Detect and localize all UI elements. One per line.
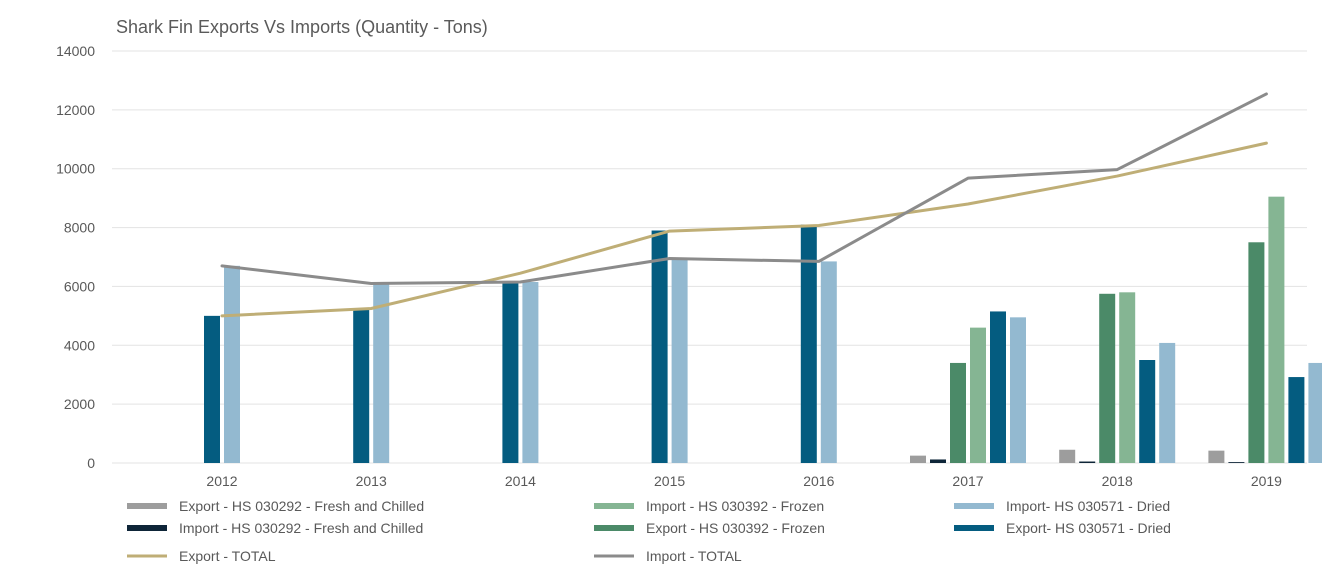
legend-swatch-bar: [954, 503, 994, 509]
legend-swatch-bar: [594, 525, 634, 531]
bar-2012-series-5: [224, 265, 240, 463]
total-lines: [220, 92, 1268, 318]
bars: [204, 196, 1322, 463]
y-axis-ticks: 0 2000 4000 6000 8000 10000 12000 14000: [56, 43, 95, 471]
bar-2018-series-5: [1159, 342, 1176, 463]
bar-2017-series-1: [930, 459, 946, 463]
y-tick-label: 0: [87, 455, 95, 471]
bar-2014-series-4: [502, 282, 519, 463]
bar-2018-series-1: [1079, 461, 1096, 463]
y-tick-label: 10000: [56, 161, 95, 177]
legend-swatch-bar: [127, 525, 167, 531]
bar-2013-series-4: [353, 308, 370, 463]
legend-item: Import - HS 030292 - Fresh and Chilled: [127, 520, 423, 536]
bar-2019-series-3: [1268, 196, 1285, 463]
legend-item: Export- HS 030571 - Dried: [954, 520, 1171, 536]
x-tick-label: 2014: [505, 473, 536, 489]
legend-label: Export - HS 030392 - Frozen: [646, 520, 825, 536]
y-tick-label: 4000: [64, 337, 95, 353]
bar-2019-series-1: [1228, 462, 1245, 463]
bar-2016-series-5: [820, 261, 837, 463]
line-export-total: [220, 141, 1268, 318]
x-tick-label: 2013: [356, 473, 387, 489]
bar-2017-series-5: [1010, 317, 1026, 463]
bar-2012-series-4: [204, 315, 220, 463]
bar-2018-series-4: [1139, 360, 1156, 463]
y-tick-label: 14000: [56, 43, 95, 59]
chart-title: Shark Fin Exports Vs Imports (Quantity -…: [116, 17, 488, 37]
legend-item: Import - TOTAL: [594, 548, 742, 564]
legend-item: Export - TOTAL: [127, 548, 276, 564]
bar-2017-series-3: [970, 327, 986, 463]
y-tick-label: 6000: [64, 278, 95, 294]
bar-2017-series-0: [910, 455, 926, 463]
y-tick-label: 8000: [64, 220, 95, 236]
bar-2013-series-5: [373, 283, 390, 463]
bar-2015-series-5: [671, 258, 688, 463]
bar-2017-series-2: [950, 362, 966, 463]
bar-2018-series-2: [1099, 293, 1116, 463]
gridlines: [112, 50, 1307, 464]
legend-swatch-bar: [127, 503, 167, 509]
bar-2018-series-3: [1119, 292, 1136, 463]
bar-2017-series-4: [990, 311, 1006, 463]
x-tick-label: 2019: [1251, 473, 1282, 489]
x-tick-label: 2015: [654, 473, 685, 489]
legend-item: Export - HS 030292 - Fresh and Chilled: [127, 498, 424, 514]
legend-swatch-bar: [594, 503, 634, 509]
x-tick-label: 2016: [803, 473, 834, 489]
legend-label: Export- HS 030571 - Dried: [1006, 520, 1171, 536]
legend-swatch-bar: [954, 525, 994, 531]
legend-label: Export - TOTAL: [179, 548, 276, 564]
y-tick-label: 12000: [56, 102, 95, 118]
legend-label: Import - HS 030392 - Frozen: [646, 498, 824, 514]
legend-item: Export - HS 030392 - Frozen: [594, 520, 825, 536]
legend-label: Import- HS 030571 - Dried: [1006, 498, 1170, 514]
legend-label: Import - HS 030292 - Fresh and Chilled: [179, 520, 423, 536]
x-tick-label: 2017: [952, 473, 983, 489]
x-tick-label: 2018: [1102, 473, 1133, 489]
bar-2019-series-0: [1208, 450, 1225, 463]
bar-2018-series-0: [1059, 449, 1076, 463]
x-axis-ticks: 2012 2013 2014 2015 2016 2017 2018 2019: [206, 473, 1282, 489]
bar-2014-series-5: [522, 282, 539, 463]
x-tick-label: 2012: [206, 473, 237, 489]
legend-item: Import - HS 030392 - Frozen: [594, 498, 824, 514]
legend: Export - HS 030292 - Fresh and Chilled Im…: [127, 498, 1171, 564]
legend-item: Import- HS 030571 - Dried: [954, 498, 1170, 514]
line-import-total: [220, 92, 1268, 285]
bar-2019-series-5: [1308, 362, 1322, 463]
y-tick-label: 2000: [64, 396, 95, 412]
bar-2019-series-4: [1288, 377, 1305, 463]
legend-label: Export - HS 030292 - Fresh and Chilled: [179, 498, 424, 514]
bar-2015-series-4: [651, 230, 668, 463]
bar-2019-series-2: [1248, 242, 1265, 463]
bar-2016-series-4: [800, 224, 817, 463]
legend-label: Import - TOTAL: [646, 548, 742, 564]
